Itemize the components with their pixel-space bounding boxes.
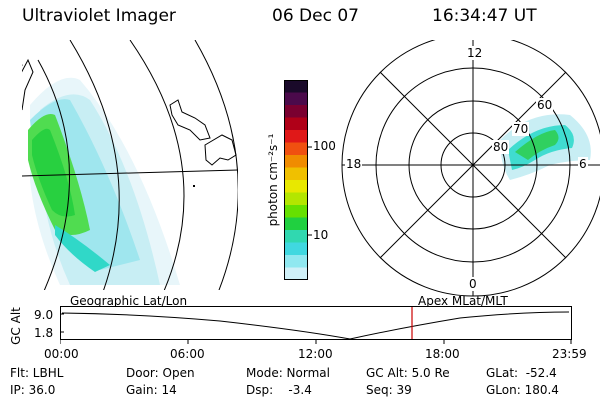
colorbar-segment [284,167,308,181]
instrument-title: Ultraviolet Imager [22,6,176,26]
clock-label-0: 0 [468,277,478,291]
info-gain: Gain: 14 [126,383,177,397]
colorbar-unit-label: photon cm⁻²s⁻¹ [266,133,280,227]
timeline-xtick-0: 00:00 [44,347,79,361]
colorbar-segment [284,117,308,131]
polar-plot [341,40,600,297]
colorbar-segment [284,192,308,206]
colorbar-segment [284,267,308,280]
colorbar-tick-10: 10 [313,228,329,242]
colorbar-segment [284,255,308,268]
colorbar-segment [284,105,308,118]
colorbar-segment [284,142,308,156]
lat-label-60: 60 [536,98,554,112]
clock-label-18: 18 [345,157,363,171]
clock-label-6: 6 [578,157,588,171]
clock-label-12: 12 [466,46,484,60]
info-filter: Flt: LBHL [10,366,64,380]
timeline-axis-title: GC Alt [9,307,23,345]
timeline-label-right: Apex MLat/MLT [418,294,508,308]
timeline-label-left: Geographic Lat/Lon [70,294,188,308]
colorbar-segment [284,130,308,143]
timeline-xtick-4: 23:59 [552,347,587,361]
gc-alt-curve [61,311,570,340]
lat-label-80: 80 [492,140,510,154]
colorbar-segment [284,92,308,106]
colorbar-ticks [308,146,312,236]
timeline-ytick-high: 9.0 [34,308,54,322]
timeline-xtick-2: 12:00 [298,347,333,361]
timeline-ytick-low: 1.8 [34,326,54,340]
timeline-frame [60,306,572,340]
map-image [22,40,238,290]
date-label: 06 Dec 07 [272,6,359,26]
colorbar-tick-100: 100 [313,139,336,153]
info-door: Door: Open [126,366,195,380]
colorbar-segment [284,242,308,256]
timeline-xtick-1: 06:00 [170,347,205,361]
time-label: 16:34:47 UT [432,6,537,26]
colorbar-segment [284,155,308,168]
colorbar-segment [284,230,308,243]
timeline-plot [60,306,572,344]
colorbar-segment [284,180,308,193]
colorbar-segment [284,205,308,218]
colorbar-segment [284,80,308,93]
info-glat: GLat: -52.4 [486,366,557,380]
info-gc-alt: GC Alt: 5.0 Re [366,366,450,380]
info-ip: IP: 36.0 [10,383,56,397]
lat-label-70: 70 [512,122,530,136]
timeline-xtick-3: 18:00 [425,347,460,361]
colorbar [284,80,308,280]
info-mode: Mode: Normal [246,366,330,380]
info-dsp: Dsp: -3.4 [246,383,312,397]
colorbar-segment [284,217,308,231]
info-glon: GLon: 180.4 [486,383,559,397]
info-seq: Seq: 39 [366,383,412,397]
